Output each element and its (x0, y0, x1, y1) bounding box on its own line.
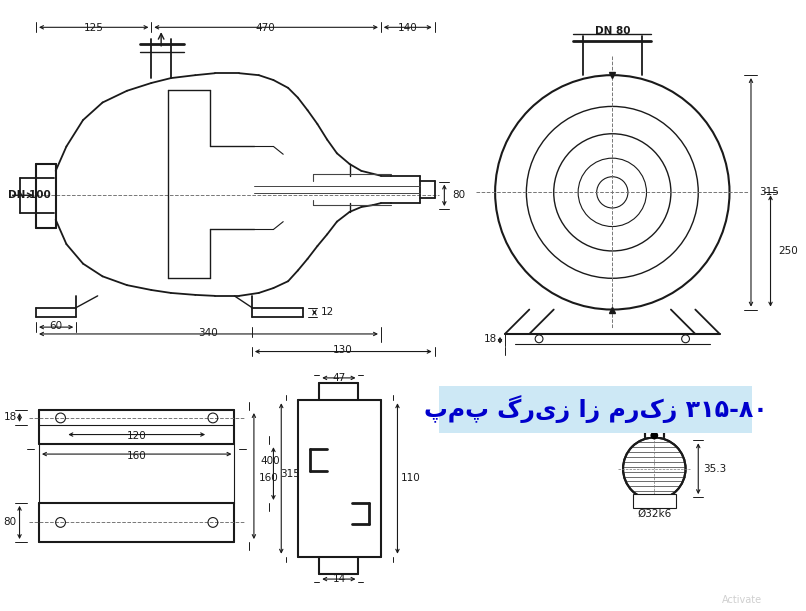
Text: پمپ گریز از مرکز ۳۱۵-۸۰: پمپ گریز از مرکز ۳۱۵-۸۰ (424, 395, 767, 423)
Text: DN 80: DN 80 (595, 26, 630, 36)
Text: 340: 340 (198, 328, 218, 338)
Circle shape (535, 335, 543, 343)
Text: 47: 47 (333, 373, 346, 383)
Bar (439, 386, 752, 433)
Text: 110: 110 (401, 474, 420, 483)
Text: 60: 60 (49, 321, 62, 331)
Circle shape (682, 335, 689, 343)
Text: 18: 18 (3, 412, 17, 422)
Text: 18: 18 (484, 334, 497, 344)
Bar (645, 426, 664, 437)
Circle shape (623, 437, 686, 500)
Text: 470: 470 (256, 23, 276, 34)
Text: 400: 400 (261, 456, 280, 466)
Text: 80: 80 (3, 518, 17, 527)
Text: 315: 315 (758, 188, 779, 197)
Text: 12: 12 (320, 307, 334, 318)
Text: 250: 250 (779, 246, 798, 256)
Text: DN 100: DN 100 (8, 190, 51, 200)
Text: 10: 10 (648, 416, 661, 426)
Text: Ø32k6: Ø32k6 (638, 508, 671, 519)
Text: 315: 315 (280, 469, 300, 478)
Text: Activate: Activate (721, 595, 762, 605)
Text: 80: 80 (452, 190, 465, 200)
Text: 35.3: 35.3 (703, 464, 726, 474)
Text: 160: 160 (259, 474, 278, 483)
Circle shape (650, 431, 659, 439)
Text: 160: 160 (127, 451, 147, 461)
Text: 120: 120 (127, 431, 147, 441)
Text: 125: 125 (84, 23, 104, 34)
Text: 140: 140 (397, 23, 418, 34)
Bar (633, 494, 675, 508)
Text: 14: 14 (333, 574, 346, 584)
Text: 130: 130 (333, 345, 353, 356)
